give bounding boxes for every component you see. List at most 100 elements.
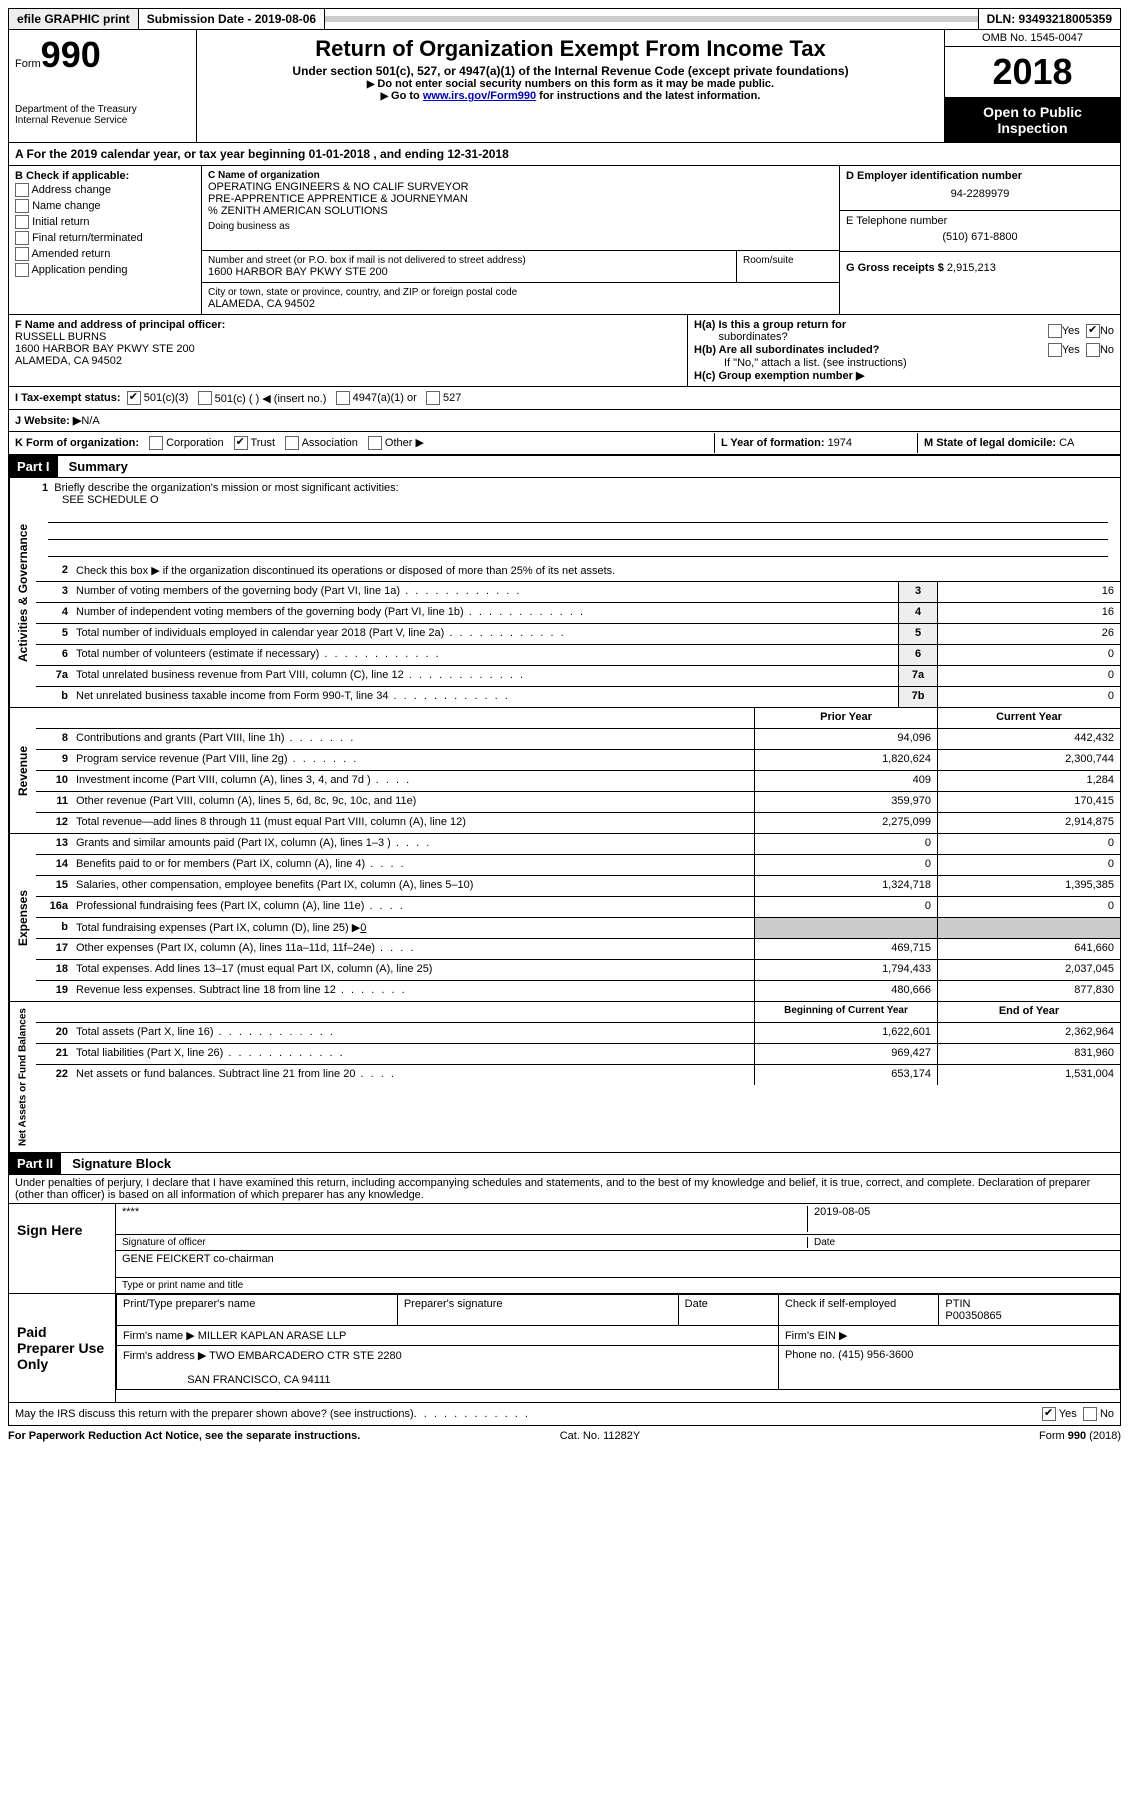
top-bar: efile GRAPHIC print Submission Date - 20… xyxy=(8,8,1121,30)
chk-501c[interactable] xyxy=(198,391,212,405)
sig-date-value: 2019-08-05 xyxy=(814,1206,870,1218)
chk-address-change[interactable]: Address change xyxy=(15,182,195,198)
sec-net-assets: Net Assets or Fund Balances xyxy=(9,1002,36,1152)
chk-527[interactable] xyxy=(426,391,440,405)
line5-value: 26 xyxy=(937,624,1120,644)
line16b-cy xyxy=(937,918,1120,938)
line21-text: Total liabilities (Part X, line 26) xyxy=(72,1044,754,1064)
efile-print-label[interactable]: efile GRAPHIC print xyxy=(9,9,139,29)
line22-text: Net assets or fund balances. Subtract li… xyxy=(72,1065,754,1085)
line18-text: Total expenses. Add lines 13–17 (must eq… xyxy=(72,960,754,980)
footer-right-pre: Form xyxy=(1039,1430,1068,1442)
line10-text: Investment income (Part VIII, column (A)… xyxy=(72,771,754,791)
street-label: Number and street (or P.O. box if mail i… xyxy=(208,255,730,266)
dln-label: DLN: 93493218005359 xyxy=(978,9,1120,29)
sign-here-label: Sign Here xyxy=(9,1204,116,1293)
line9-text: Program service revenue (Part VIII, line… xyxy=(72,750,754,770)
form-number: Form990 xyxy=(15,34,190,76)
sig-date-label: Date xyxy=(807,1237,1114,1248)
line3-value: 16 xyxy=(937,582,1120,602)
open-inspection: Open to PublicInspection xyxy=(945,98,1120,142)
line10-cy: 1,284 xyxy=(937,771,1120,791)
officer-addr1: 1600 HARBOR BAY PKWY STE 200 xyxy=(15,343,681,355)
tax-year: 2018 xyxy=(945,47,1120,98)
line13-cy: 0 xyxy=(937,834,1120,854)
hb-no[interactable] xyxy=(1086,343,1100,357)
sec-activities-governance: Activities & Governance xyxy=(9,478,36,707)
chk-corp[interactable] xyxy=(149,436,163,450)
sig-officer-field[interactable]: **** xyxy=(122,1206,807,1232)
sec-expenses: Expenses xyxy=(9,834,36,1001)
line15-text: Salaries, other compensation, employee b… xyxy=(72,876,754,896)
discuss-text: May the IRS discuss this return with the… xyxy=(15,1408,414,1420)
chk-501c3[interactable] xyxy=(127,391,141,405)
line5-text: Total number of individuals employed in … xyxy=(72,624,898,644)
street-value: 1600 HARBOR BAY PKWY STE 200 xyxy=(208,266,730,278)
hb-yes[interactable] xyxy=(1048,343,1062,357)
ha-no[interactable] xyxy=(1086,324,1100,338)
line10-py: 409 xyxy=(754,771,937,791)
line20-py: 1,622,601 xyxy=(754,1023,937,1043)
line7a-text: Total unrelated business revenue from Pa… xyxy=(72,666,898,686)
self-employed-check[interactable]: Check if self-employed xyxy=(785,1298,896,1310)
irs-label: Internal Revenue Service xyxy=(15,115,190,126)
line14-text: Benefits paid to or for members (Part IX… xyxy=(72,855,754,875)
form-number-big: 990 xyxy=(41,34,101,75)
chk-4947[interactable] xyxy=(336,391,350,405)
tax-status-label: I Tax-exempt status: xyxy=(15,392,121,404)
chk-application-pending[interactable]: Application pending xyxy=(15,262,195,278)
chk-assoc[interactable] xyxy=(285,436,299,450)
line7a-value: 0 xyxy=(937,666,1120,686)
line19-py: 480,666 xyxy=(754,981,937,1001)
chk-amended-return[interactable]: Amended return xyxy=(15,246,195,262)
year-formation-label: L Year of formation: xyxy=(721,437,828,449)
line20-cy: 2,362,964 xyxy=(937,1023,1120,1043)
line19-cy: 877,830 xyxy=(937,981,1120,1001)
row-j-website: J Website: ▶ N/A xyxy=(9,410,1120,432)
line19-text: Revenue less expenses. Subtract line 18 … xyxy=(72,981,754,1001)
line8-cy: 442,432 xyxy=(937,729,1120,749)
line8-py: 94,096 xyxy=(754,729,937,749)
chk-name-change[interactable]: Name change xyxy=(15,198,195,214)
discuss-yes[interactable] xyxy=(1042,1407,1056,1421)
line4-value: 16 xyxy=(937,603,1120,623)
line11-py: 359,970 xyxy=(754,792,937,812)
line22-cy: 1,531,004 xyxy=(937,1065,1120,1085)
topbar-spacer xyxy=(325,16,977,22)
preparer-table: Print/Type preparer's name Preparer's si… xyxy=(116,1294,1120,1390)
domicile-label: M State of legal domicile: xyxy=(924,437,1059,449)
line17-cy: 641,660 xyxy=(937,939,1120,959)
footer-left: For Paperwork Reduction Act Notice, see … xyxy=(8,1430,360,1442)
domicile-value: CA xyxy=(1059,437,1074,449)
irs-link[interactable]: www.irs.gov/Form990 xyxy=(423,90,536,102)
line6-text: Total number of volunteers (estimate if … xyxy=(72,645,898,665)
gross-value: 2,915,213 xyxy=(947,262,996,274)
ha-yes[interactable] xyxy=(1048,324,1062,338)
line21-cy: 831,960 xyxy=(937,1044,1120,1064)
hb-label: H(b) Are all subordinates included? xyxy=(694,344,879,356)
line18-cy: 2,037,045 xyxy=(937,960,1120,980)
footer-right-post: (2018) xyxy=(1086,1430,1121,1442)
discuss-row: May the IRS discuss this return with the… xyxy=(9,1402,1120,1425)
line16b-text: Total fundraising expenses (Part IX, col… xyxy=(72,918,754,938)
line17-text: Other expenses (Part IX, column (A), lin… xyxy=(72,939,754,959)
line12-cy: 2,914,875 xyxy=(937,813,1120,833)
chk-other[interactable] xyxy=(368,436,382,450)
website-label: J Website: ▶ xyxy=(15,414,81,427)
chk-trust[interactable] xyxy=(234,436,248,450)
hdr-beginning-year: Beginning of Current Year xyxy=(754,1002,937,1022)
discuss-no[interactable] xyxy=(1083,1407,1097,1421)
ha-label2: subordinates? xyxy=(718,331,787,343)
part-ii-title: Signature Block xyxy=(64,1153,179,1174)
footer-right-form: 990 xyxy=(1068,1430,1086,1442)
line15-cy: 1,395,385 xyxy=(937,876,1120,896)
chk-initial-return[interactable]: Initial return xyxy=(15,214,195,230)
line11-cy: 170,415 xyxy=(937,792,1120,812)
line3-text: Number of voting members of the governin… xyxy=(72,582,898,602)
omb-number: OMB No. 1545-0047 xyxy=(945,30,1120,47)
prep-date-label: Date xyxy=(678,1295,778,1326)
part-ii-header: Part II xyxy=(9,1153,61,1174)
chk-final-return[interactable]: Final return/terminated xyxy=(15,230,195,246)
firm-phone-label: Phone no. xyxy=(785,1349,838,1361)
line7b-text: Net unrelated business taxable income fr… xyxy=(72,687,898,707)
